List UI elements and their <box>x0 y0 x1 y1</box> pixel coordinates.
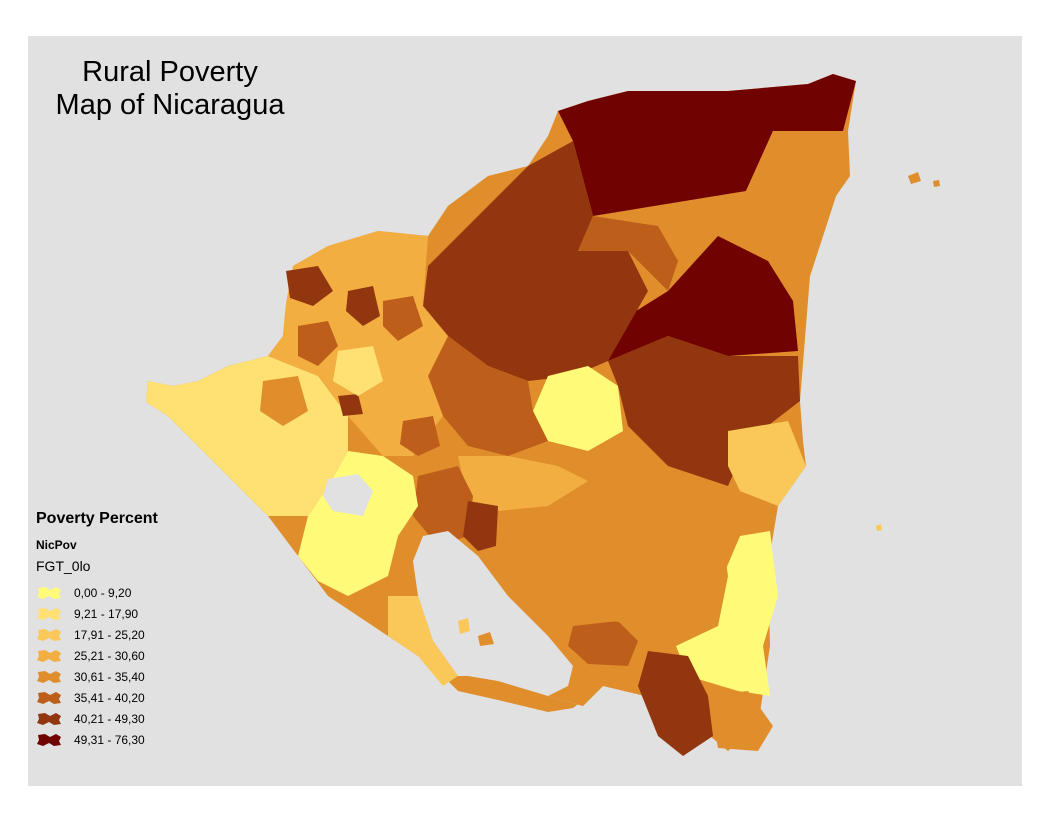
island-ometepe-2 <box>478 632 494 646</box>
region-south-mid <box>568 621 638 666</box>
choropleth-map <box>146 74 940 756</box>
lake-managua <box>323 474 373 516</box>
region-northeast-top <box>558 74 856 216</box>
legend-layer-name: NicPov <box>36 538 77 552</box>
legend-label: 49,31 - 76,30 <box>74 732 145 747</box>
region-central-brown <box>428 336 548 456</box>
region-nw-dark1 <box>286 266 333 306</box>
legend-label: 17,91 - 25,20 <box>74 627 145 642</box>
map-frame: Rural Poverty Map of Nicaragua Poverty P… <box>28 36 1022 786</box>
legend-item: 25,21 - 30,60 <box>36 645 158 666</box>
region-nw-orange2 <box>400 416 440 456</box>
region-nw-dark2 <box>346 286 380 326</box>
region-nw-yellow1 <box>333 346 383 396</box>
region-central-east <box>608 336 800 486</box>
legend-label: 35,41 - 40,20 <box>74 690 145 705</box>
region-rac-north <box>658 131 848 276</box>
region-rac-center <box>608 236 798 361</box>
region-boaco-brown <box>413 466 473 546</box>
region-southeast-yellow <box>676 531 778 696</box>
island-ometepe-1 <box>458 618 470 634</box>
legend-label: 25,21 - 30,60 <box>74 648 145 663</box>
lake-nicaragua <box>413 531 573 701</box>
legend-title: Poverty Percent <box>36 510 158 527</box>
region-nw-brown2 <box>383 296 423 341</box>
region-nw-jinotega <box>423 141 648 381</box>
region-chontales-dark <box>463 501 498 551</box>
island-corn-2 <box>933 180 940 187</box>
region-nw-orange1 <box>260 376 308 426</box>
title-line-1: Rural Poverty <box>82 56 258 88</box>
region-south-orange <box>708 691 773 751</box>
legend-label: 40,21 - 49,30 <box>74 711 145 726</box>
region-east-light <box>728 421 806 506</box>
legend-label: 0,00 - 9,20 <box>74 585 132 600</box>
region-yellow-center <box>533 366 623 451</box>
title-line-2: Map of Nicaragua <box>55 89 285 121</box>
island-small-1 <box>876 524 882 531</box>
region-rivas-strip <box>443 676 603 712</box>
legend-label: 9,21 - 17,90 <box>74 606 139 621</box>
legend-swatch <box>37 712 61 725</box>
legend-swatch <box>37 691 61 704</box>
legend-item: 49,31 - 76,30 <box>36 729 158 750</box>
legend: Poverty Percent NicPov FGT_0lo 0,00 - 9,… <box>36 510 158 750</box>
legend-item: 0,00 - 9,20 <box>36 582 158 603</box>
region-south-central <box>518 481 728 636</box>
region-north-mid <box>578 216 678 291</box>
legend-items: 0,00 - 9,20 9,21 - 17,90 17,91 - 25,20 2… <box>36 582 158 750</box>
region-west-light <box>146 356 348 516</box>
legend-swatch <box>37 628 61 641</box>
legend-item: 17,91 - 25,20 <box>36 624 158 645</box>
region-central-light <box>458 456 588 511</box>
island-corn-1 <box>908 172 921 184</box>
legend-swatch <box>37 607 61 620</box>
region-rivas-light <box>388 596 458 686</box>
legend-field-name: FGT_0lo <box>36 558 91 574</box>
legend-swatch <box>37 649 61 662</box>
legend-label: 30,61 - 35,40 <box>74 669 145 684</box>
legend-swatch <box>37 670 61 683</box>
region-nw-dark3 <box>338 394 363 416</box>
region-nw-brown1 <box>298 321 338 366</box>
legend-swatch <box>37 586 61 599</box>
legend-item: 9,21 - 17,90 <box>36 603 158 624</box>
legend-swatch <box>37 733 61 746</box>
region-south-brown <box>638 651 713 756</box>
legend-item: 40,21 - 49,30 <box>36 708 158 729</box>
legend-item: 30,61 - 35,40 <box>36 666 158 687</box>
legend-item: 35,41 - 40,20 <box>36 687 158 708</box>
map-title: Rural Poverty Map of Nicaragua <box>28 56 312 122</box>
